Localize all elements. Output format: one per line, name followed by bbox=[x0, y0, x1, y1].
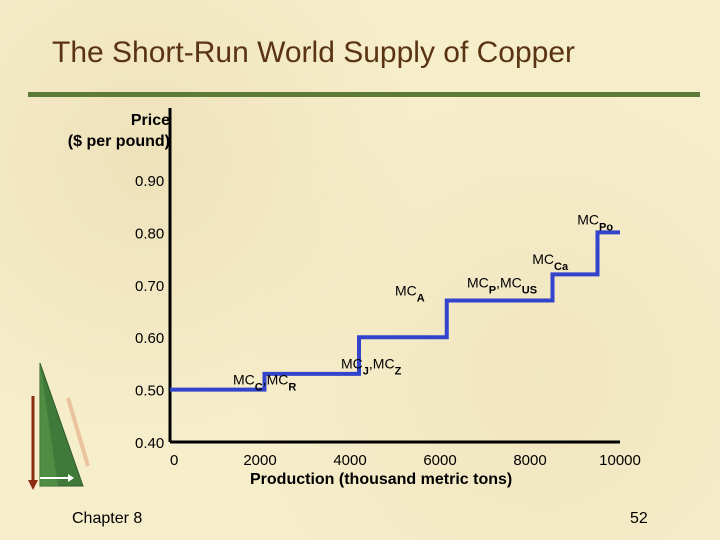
x-tick-label: 6000 bbox=[423, 452, 456, 469]
y-axis-label-line-1: Price bbox=[130, 112, 170, 129]
y-tick-label: 0.60 bbox=[135, 330, 164, 347]
marginal-cost-label: MCP,MCUS bbox=[467, 274, 537, 296]
marginal-cost-label: MCCa bbox=[532, 251, 569, 273]
page-number: 52 bbox=[630, 510, 648, 527]
title-underline bbox=[28, 92, 700, 97]
y-tick-label: 0.90 bbox=[135, 173, 164, 190]
y-axis-label: Price ($ per pound) bbox=[0, 110, 170, 152]
x-tick-label: 8000 bbox=[513, 452, 546, 469]
x-tick-label: 2000 bbox=[243, 452, 276, 469]
marginal-cost-label: MCA bbox=[395, 282, 425, 304]
marginal-cost-label: MCJ,MCZ bbox=[341, 356, 402, 378]
x-tick-label: 0 bbox=[170, 452, 178, 469]
supply-step-line bbox=[170, 230, 620, 392]
marginal-cost-label: MCC,MCR bbox=[233, 371, 296, 393]
chapter-label: Chapter 8 bbox=[72, 510, 143, 527]
marginal-cost-label: MCPo bbox=[577, 212, 613, 234]
y-tick-label: 0.50 bbox=[135, 383, 164, 400]
y-tick-label: 0.80 bbox=[135, 225, 164, 242]
x-axis-label: Production (thousand metric tons) bbox=[250, 471, 513, 488]
y-tick-label: 0.40 bbox=[135, 435, 164, 452]
triangle-logo-icon bbox=[28, 362, 90, 490]
y-axis-label-line-2: ($ per pound) bbox=[67, 133, 170, 150]
y-tick-label: 0.70 bbox=[135, 278, 164, 295]
x-tick-label: 4000 bbox=[333, 452, 366, 469]
x-tick-label: 10000 bbox=[599, 452, 641, 469]
slide-title: The Short-Run World Supply of Copper bbox=[52, 36, 576, 69]
